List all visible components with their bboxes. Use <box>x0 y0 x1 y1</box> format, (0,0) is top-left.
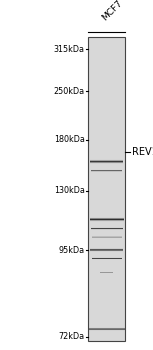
Text: 95kDa: 95kDa <box>59 246 85 255</box>
Text: 130kDa: 130kDa <box>54 186 85 195</box>
Text: MCF7: MCF7 <box>100 0 124 23</box>
Text: REV1: REV1 <box>132 147 153 157</box>
Text: 250kDa: 250kDa <box>54 86 85 96</box>
Bar <box>88 37 125 341</box>
Text: 72kDa: 72kDa <box>59 332 85 341</box>
Text: 315kDa: 315kDa <box>54 44 85 54</box>
Text: 180kDa: 180kDa <box>54 135 85 145</box>
